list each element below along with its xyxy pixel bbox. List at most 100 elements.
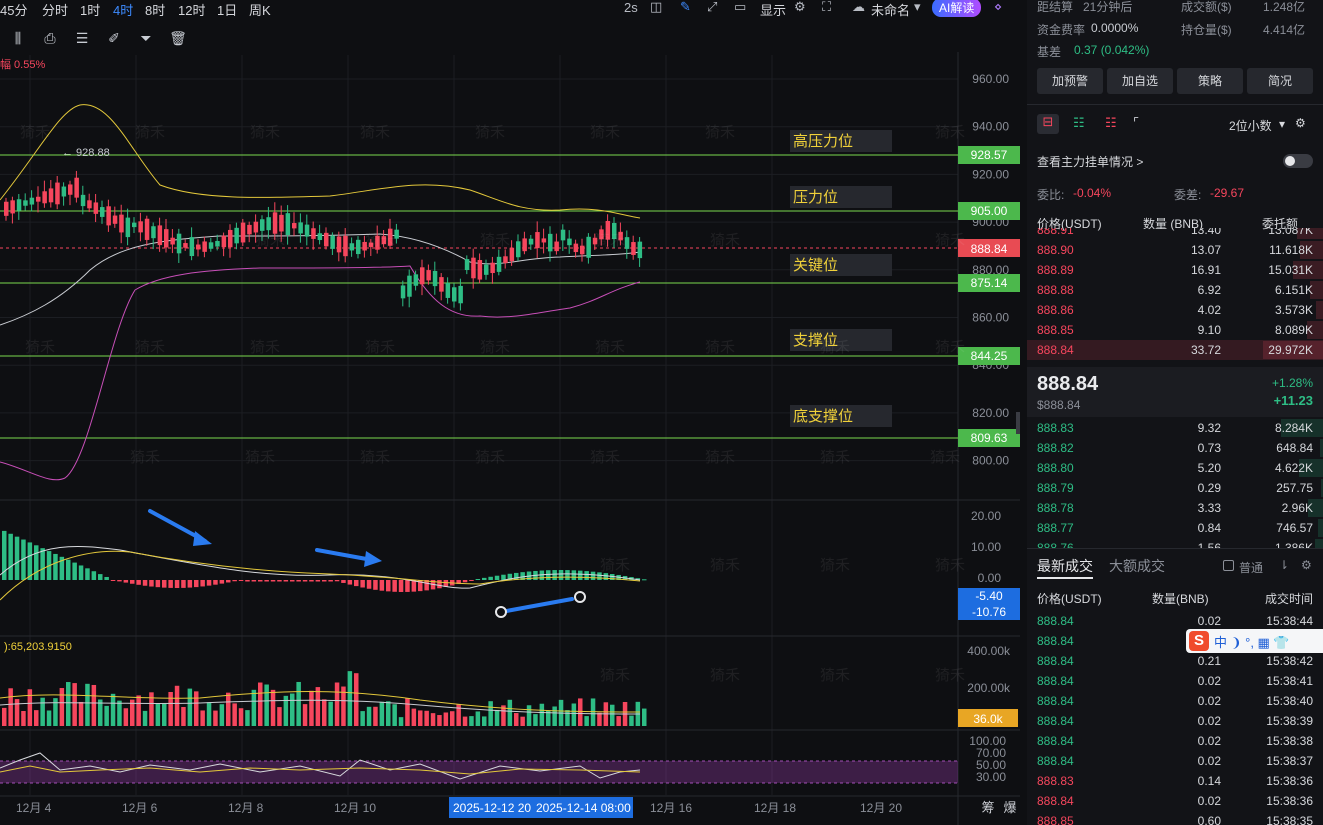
share-icon[interactable]: ⋄: [994, 0, 1003, 14]
watermark: 猗禾: [820, 667, 850, 684]
ask-row[interactable]: 888.84 33.72 29.972K: [1027, 340, 1323, 360]
macd-bar: [360, 580, 365, 588]
watermark: 猗禾: [705, 339, 735, 356]
volume-bar: [14, 699, 20, 726]
fullscreen-icon[interactable]: ⤢: [707, 0, 718, 14]
orderbook-asks-icon[interactable]: ☷: [1105, 115, 1117, 130]
bid-row[interactable]: 888.82 0.73 648.84: [1027, 438, 1323, 458]
macd-bar: [603, 573, 609, 580]
candle-body: [253, 221, 259, 233]
osc-band: [0, 761, 958, 783]
volume-bar: [187, 688, 193, 726]
macd-bar: [27, 542, 33, 580]
candle-body: [61, 186, 67, 197]
main-orders-toggle[interactable]: [1283, 154, 1313, 168]
ask-price: 888.89: [1037, 263, 1074, 277]
message-icon[interactable]: ▭: [734, 0, 747, 14]
gear-icon[interactable]: ⚙: [794, 0, 806, 14]
display-menu[interactable]: 显示: [760, 3, 787, 18]
bid-row[interactable]: 888.83 9.32 8.284K: [1027, 418, 1323, 438]
ask-row[interactable]: 888.86 4.02 3.573K: [1027, 300, 1323, 320]
ask-row[interactable]: 888.85 9.10 8.089K: [1027, 320, 1323, 340]
volume-ma: [0, 691, 641, 713]
normal-checkbox[interactable]: [1223, 560, 1234, 571]
tab-big-trades[interactable]: 大额成交: [1109, 558, 1165, 574]
filter-icon[interactable]: ⇂: [1279, 558, 1290, 572]
ime-toolbar[interactable]: S 中 ❩ °, ▦ 👕: [1186, 629, 1323, 653]
tf-4h[interactable]: 4时: [113, 3, 134, 18]
pencil-icon[interactable]: ✎: [680, 0, 691, 14]
camera-icon[interactable]: ◫: [650, 0, 663, 14]
filter-icon[interactable]: ⏷: [140, 30, 152, 46]
ai-interpret-button[interactable]: AI解读: [932, 0, 982, 17]
candle-type-icon[interactable]: ⫼: [14, 30, 22, 46]
template-icon[interactable]: ☰: [75, 30, 89, 46]
watermark: 猗禾: [130, 449, 160, 466]
ask-row[interactable]: 888.90 13.07 11.618K: [1027, 240, 1323, 260]
bid-row[interactable]: 888.76 1.56 1.386K: [1027, 538, 1323, 548]
tf-minute[interactable]: 分时: [42, 3, 69, 18]
price-chart[interactable]: 960.00940.00920.00900.00880.00860.00840.…: [0, 52, 1020, 825]
tf-12h[interactable]: 12时: [178, 3, 206, 18]
tf-8h[interactable]: 8时: [145, 3, 166, 18]
expand-icon[interactable]: ⛶: [822, 0, 832, 14]
bid-row[interactable]: 888.79 0.29 257.75: [1027, 478, 1323, 498]
watermark: 猗禾: [935, 124, 965, 141]
candle-body: [151, 226, 156, 239]
bid-row[interactable]: 888.78 3.33 2.96K: [1027, 498, 1323, 518]
interval-selector[interactable]: 2s: [624, 0, 638, 15]
macd-bar: [507, 573, 513, 580]
macd-dea: [0, 550, 641, 601]
orderbook-bids-icon[interactable]: ☷: [1073, 115, 1085, 130]
volume-bar: [424, 710, 429, 726]
bid-row[interactable]: 888.77 0.84 746.57: [1027, 518, 1323, 538]
macd-bar: [347, 580, 353, 585]
chevron-down-icon[interactable]: ▾: [1279, 117, 1286, 131]
draw-tool-icon[interactable]: ✐: [108, 30, 120, 46]
ask-row[interactable]: 888.89 16.91 15.031K: [1027, 260, 1323, 280]
macd-bar: [373, 580, 378, 590]
bid-price: 888.77: [1037, 521, 1074, 535]
settings-icon[interactable]: ⚙: [1295, 116, 1306, 130]
osc-line: [0, 752, 641, 780]
trades-header-qty[interactable]: 数量(BNB): [1152, 592, 1209, 606]
bollinger-lower: [0, 265, 641, 481]
watermark: 猗禾: [590, 449, 620, 466]
macd-bar: [642, 579, 647, 581]
settings-icon[interactable]: ⚙: [1301, 558, 1312, 572]
tab-latest-trades[interactable]: 最新成交: [1037, 558, 1093, 574]
macd-bar: [40, 548, 45, 580]
bid-total: 2.96K: [1281, 501, 1313, 515]
bid-row[interactable]: 888.80 5.20 4.622K: [1027, 458, 1323, 478]
overview-button[interactable]: 简况: [1247, 68, 1313, 94]
main-orders-link[interactable]: 查看主力挂单情况 >: [1037, 155, 1144, 169]
add-watchlist-button[interactable]: 加自选: [1107, 68, 1173, 94]
layout-name[interactable]: 未命名: [871, 3, 911, 18]
level-label-bg: [790, 329, 892, 351]
candle-body: [407, 275, 412, 297]
dropdown-icon[interactable]: ▾: [914, 0, 921, 14]
trash-icon[interactable]: 🗑: [169, 30, 187, 46]
ask-row[interactable]: 888.88 6.92 6.151K: [1027, 280, 1323, 300]
orderbook-both-icon[interactable]: ⊟: [1037, 114, 1059, 134]
ask-row[interactable]: 888.91 13.40 13.087K: [1027, 228, 1323, 240]
strategy-button[interactable]: 策略: [1177, 68, 1243, 94]
tf-1h[interactable]: 1时: [80, 3, 101, 18]
info-oi-label: 持仓量($): [1181, 23, 1232, 37]
macd-bar: [219, 580, 225, 584]
candle-body: [560, 229, 566, 241]
indicator-icon[interactable]: ⎙: [44, 30, 56, 46]
ob-header-qty[interactable]: 数量 (BNB): [1143, 217, 1204, 231]
tf-45m[interactable]: 45分: [0, 3, 28, 18]
watermark: 猗禾: [710, 232, 740, 249]
orderbook-depth-icon[interactable]: ⌜: [1133, 115, 1140, 130]
tf-week[interactable]: 周K: [249, 3, 271, 18]
last-price-box: 888.84 $888.84 +1.28% +11.23: [1027, 367, 1323, 417]
ob-header-total[interactable]: 委托额: [1262, 217, 1299, 231]
add-alert-button[interactable]: 加预警: [1037, 68, 1103, 94]
precision-select[interactable]: 2位小数: [1229, 119, 1272, 133]
candle-body: [496, 256, 502, 272]
trade-time: 15:38:36: [1266, 774, 1313, 788]
ask-qty: 4.02: [1197, 303, 1221, 317]
tf-1d[interactable]: 1日: [217, 3, 238, 18]
